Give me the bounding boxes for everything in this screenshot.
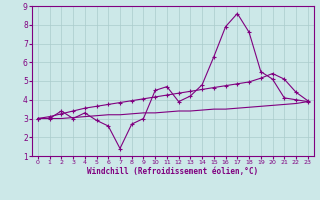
X-axis label: Windchill (Refroidissement éolien,°C): Windchill (Refroidissement éolien,°C) (87, 167, 258, 176)
